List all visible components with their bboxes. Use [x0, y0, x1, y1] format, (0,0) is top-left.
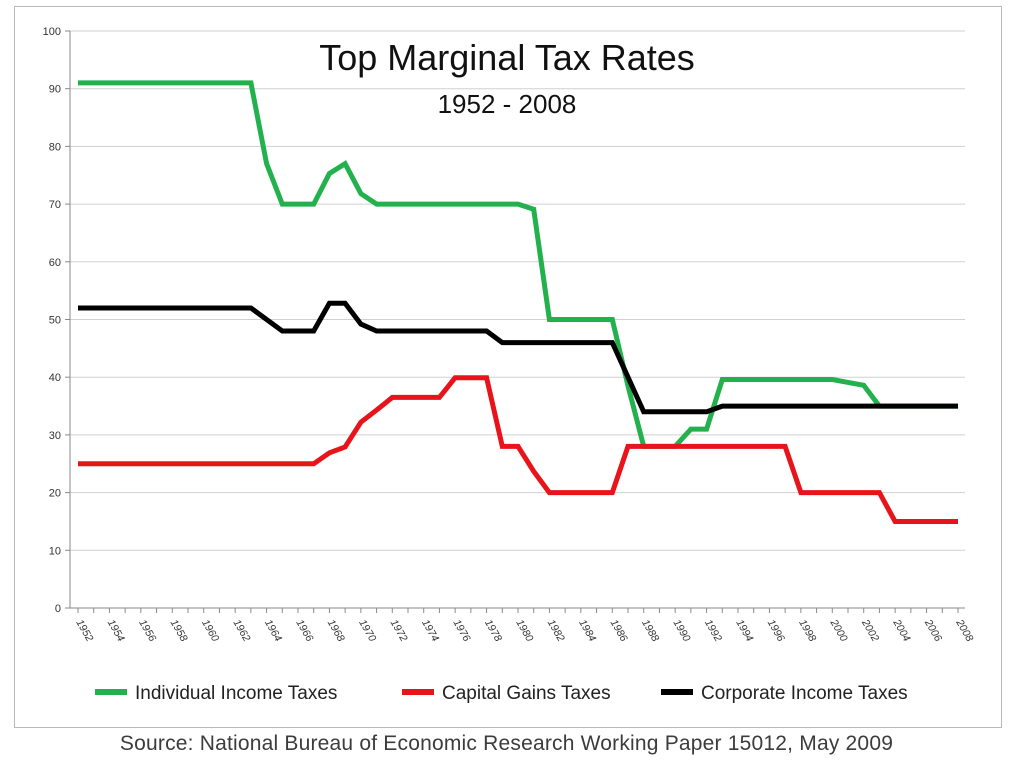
y-tick-label-50: 50	[49, 315, 61, 327]
y-tick-label-0: 0	[55, 603, 61, 615]
x-tick-label-1958: 1958	[168, 618, 190, 644]
x-tick-label-1982: 1982	[545, 618, 567, 644]
x-tick-label-1984: 1984	[576, 618, 598, 644]
x-tick-label-1960: 1960	[199, 618, 221, 644]
y-tick-label-90: 90	[49, 84, 61, 96]
y-tick-label-30: 30	[49, 430, 61, 442]
x-tick-label-1962: 1962	[231, 618, 253, 644]
series-line-individual-income-taxes	[78, 80, 958, 449]
x-tick-label-1996: 1996	[765, 618, 787, 644]
x-tick-label-2008: 2008	[953, 617, 976, 644]
chart-subtitle: 1952 - 2008	[438, 89, 577, 119]
series-line-capital-gains-taxes	[78, 375, 958, 524]
y-tick-label-70: 70	[49, 199, 61, 211]
series-line-corporate-income-taxes	[78, 300, 958, 415]
x-tick-label-1954: 1954	[105, 618, 127, 644]
x-tick-label-2002: 2002	[859, 617, 882, 644]
x-tick-label-1970: 1970	[356, 618, 378, 644]
x-tick-label-1974: 1974	[419, 618, 441, 644]
axes	[65, 30, 965, 613]
x-tick-label-1976: 1976	[451, 618, 473, 644]
x-tick-label-2004: 2004	[890, 617, 913, 644]
x-tick-label-1980: 1980	[513, 618, 535, 644]
x-tick-label-1992: 1992	[702, 618, 724, 644]
x-tick-label-1966: 1966	[293, 618, 315, 644]
x-tick-label-1964: 1964	[262, 618, 284, 644]
x-tick-label-1986: 1986	[608, 618, 630, 644]
source-citation: Source: National Bureau of Economic Rese…	[119, 732, 894, 755]
x-tick-label-2006: 2006	[921, 617, 944, 644]
x-axis-tick-labels: 1952 1954 1956 1958 1960 1962 1964 1966 1968 1970…	[73, 617, 975, 644]
x-tick-label-1978: 1978	[482, 618, 504, 644]
legend-label-individual-income-taxes: Individual Income Taxes	[135, 683, 337, 704]
x-tick-label-1994: 1994	[733, 618, 755, 644]
x-tick-label-1956: 1956	[136, 618, 158, 644]
x-tick-label-1968: 1968	[325, 618, 347, 644]
x-tick-label-1990: 1990	[671, 618, 693, 644]
y-axis-tick-labels: 0 10 20 30 40 50 60 70 80 90 100	[43, 26, 61, 615]
x-tick-label-1988: 1988	[639, 618, 661, 644]
legend-label-corporate-income-taxes: Corporate Income Taxes	[701, 683, 908, 704]
x-tick-label-1952: 1952	[73, 618, 95, 644]
y-tick-label-100: 100	[43, 26, 61, 38]
y-tick-label-80: 80	[49, 141, 61, 153]
legend: Individual Income Taxes Capital Gains Tax…	[95, 683, 908, 704]
y-tick-label-40: 40	[49, 372, 61, 384]
x-tick-label-1998: 1998	[796, 618, 818, 644]
chart-title: Top Marginal Tax Rates	[319, 37, 695, 78]
legend-label-capital-gains-taxes: Capital Gains Taxes	[442, 683, 611, 704]
series-lines	[78, 80, 958, 524]
gridlines	[70, 30, 965, 551]
y-tick-label-20: 20	[49, 488, 61, 500]
x-tick-label-1972: 1972	[388, 618, 410, 644]
x-tick-label-2000: 2000	[827, 617, 850, 644]
y-tick-label-60: 60	[49, 257, 61, 269]
y-tick-label-10: 10	[49, 545, 61, 557]
